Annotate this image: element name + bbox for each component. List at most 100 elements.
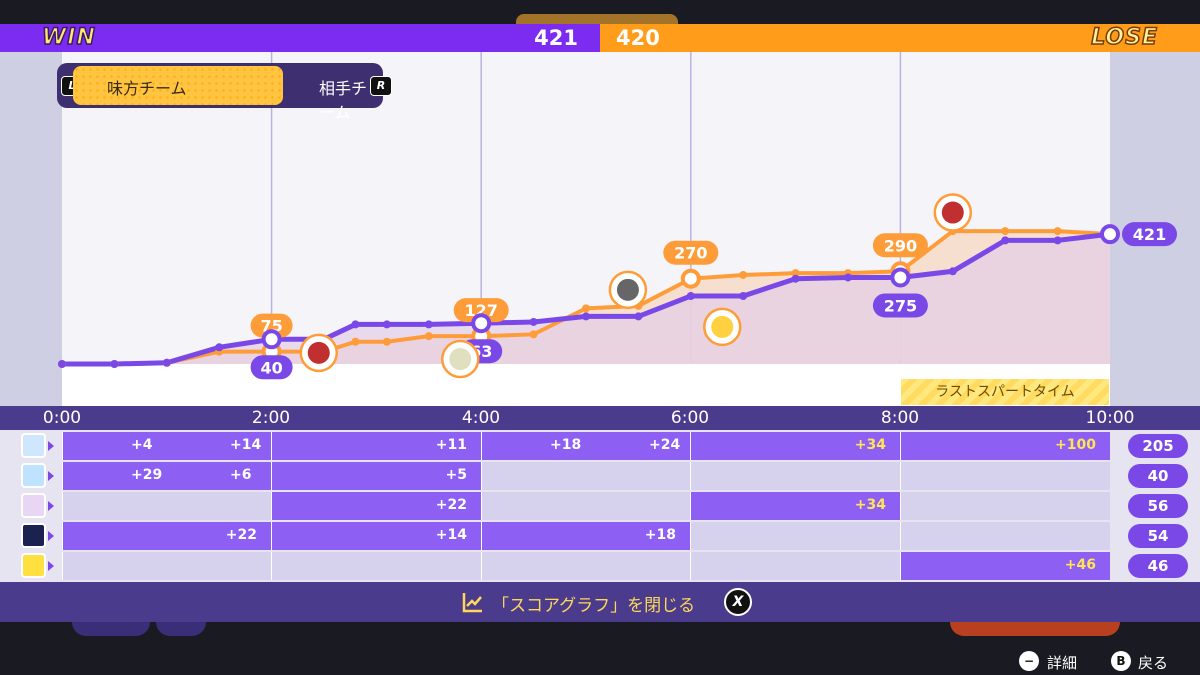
- ally-score-label: 40: [260, 358, 282, 377]
- contribution-row: +22 +14 +18 54: [0, 522, 1200, 550]
- row-arrow-icon: [48, 471, 54, 481]
- time-tick: 2:00: [251, 408, 291, 428]
- player-avatar: [21, 433, 46, 458]
- lose-side-bar: [600, 24, 1200, 52]
- score-gain: +22: [225, 527, 257, 543]
- contribution-cell: +18: [481, 522, 690, 550]
- ally-marker: [261, 329, 282, 350]
- player-avatar: [21, 463, 46, 488]
- ally-point: [791, 274, 800, 283]
- contribution-cell: +22: [271, 492, 481, 520]
- contribution-cell: +100: [900, 432, 1110, 460]
- last-spurt-banner: ラストスパートタイム: [901, 379, 1109, 405]
- contribution-cell: [690, 462, 900, 490]
- ally-point: [351, 320, 360, 329]
- contribution-cell: [900, 492, 1110, 520]
- time-axis: 0:00 2:00 4:00 6:00 8:00 10:00: [0, 406, 1200, 430]
- contribution-cell: +4 +14: [62, 432, 271, 460]
- score-gain: +34: [854, 437, 886, 453]
- enemy-score-badge: [872, 233, 928, 258]
- score-bar: WIN 421 420 LOSE: [0, 24, 1200, 52]
- enemy-point: [791, 269, 800, 278]
- enemy-score-label: 270: [674, 244, 707, 263]
- contribution-row: +22 +34 56: [0, 492, 1200, 520]
- background-decoration: [72, 622, 150, 636]
- ally-score-badge: [250, 355, 293, 380]
- pokemon-icon: [449, 348, 472, 371]
- pokemon-icon: [307, 341, 330, 364]
- time-tick: 0:00: [42, 408, 82, 428]
- b-button-icon[interactable]: B: [1111, 651, 1131, 671]
- score-gain: +46: [1064, 557, 1096, 573]
- lose-label: LOSE: [1090, 24, 1158, 51]
- ally-point: [215, 343, 224, 352]
- enemy-score-label: 75: [260, 317, 282, 336]
- contribution-cell: +18 +24: [481, 432, 690, 460]
- score-gain: +4: [131, 437, 153, 453]
- enemy-point: [739, 270, 748, 279]
- contribution-cell: [481, 492, 690, 520]
- row-arrow-icon: [48, 441, 54, 451]
- back-label[interactable]: 戻る: [1138, 654, 1169, 672]
- player-total-score: 54: [1128, 524, 1188, 548]
- lose-score: 420: [616, 26, 660, 50]
- header-decoration: [516, 14, 678, 26]
- ally-point: [948, 267, 957, 276]
- contribution-cell: +34: [690, 492, 900, 520]
- player-total-score: 46: [1128, 554, 1188, 578]
- contribution-cell: [481, 462, 690, 490]
- score-gain: +14: [435, 527, 467, 543]
- close-graph-bar[interactable]: 「スコアグラフ」を閉じる X: [0, 582, 1200, 622]
- contribution-cell: +5: [271, 462, 481, 490]
- ally-point: [162, 358, 171, 367]
- enemy-point: [382, 337, 391, 346]
- close-graph-label: 「スコアグラフ」を閉じる: [492, 596, 696, 616]
- enemy-score-badge: [453, 298, 509, 323]
- score-gain: +34: [854, 497, 886, 513]
- enemy-point: [424, 332, 433, 341]
- contribution-cell: [62, 492, 271, 520]
- contribution-cell: [690, 522, 900, 550]
- win-label: WIN: [41, 24, 96, 51]
- player-total-score: 56: [1128, 494, 1188, 518]
- contribution-cell: [900, 462, 1110, 490]
- contribution-cell: +34: [690, 432, 900, 460]
- score-gain: +18: [550, 437, 582, 453]
- time-tick: 6:00: [670, 408, 710, 428]
- enemy-score-label: 290: [884, 236, 917, 255]
- enemy-score-badge: [250, 313, 293, 338]
- ally-score-label: 275: [884, 296, 917, 315]
- row-arrow-icon: [48, 501, 54, 511]
- player-total-score: 205: [1128, 434, 1188, 458]
- ally-score-badge: [1122, 222, 1177, 247]
- ally-point: [1001, 236, 1010, 245]
- win-score: 421: [534, 26, 578, 50]
- score-gain: +29: [131, 467, 163, 483]
- score-gain: +6: [230, 467, 252, 483]
- ally-point: [1053, 236, 1062, 245]
- ally-marker: [1100, 224, 1120, 245]
- score-gain: +14: [230, 437, 262, 453]
- detail-label[interactable]: 詳細: [1047, 654, 1078, 672]
- enemy-point: [1053, 227, 1062, 236]
- time-tick: 4:00: [461, 408, 501, 428]
- row-arrow-icon: [48, 531, 54, 541]
- contribution-cell: [62, 552, 271, 580]
- enemy-point: [529, 330, 538, 339]
- tab-enemy-team[interactable]: 相手チーム: [319, 79, 368, 122]
- background-decoration: [156, 622, 206, 636]
- minus-button-icon[interactable]: −: [1019, 651, 1039, 671]
- contribution-cell: [481, 552, 690, 580]
- r-button-icon[interactable]: R: [370, 76, 392, 96]
- x-button-icon[interactable]: X: [724, 588, 752, 616]
- ally-point: [844, 273, 852, 282]
- footer: − 詳細 B 戻る: [0, 622, 1200, 675]
- enemy-marker: [680, 268, 701, 289]
- ally-point: [686, 292, 695, 300]
- pokemon-icon: [711, 315, 734, 338]
- ally-score-badge: [872, 293, 928, 318]
- contribution-cell: +14: [271, 522, 481, 550]
- player-avatar: [21, 553, 46, 578]
- tab-ally-team[interactable]: [73, 66, 283, 105]
- player-avatar: [21, 523, 46, 548]
